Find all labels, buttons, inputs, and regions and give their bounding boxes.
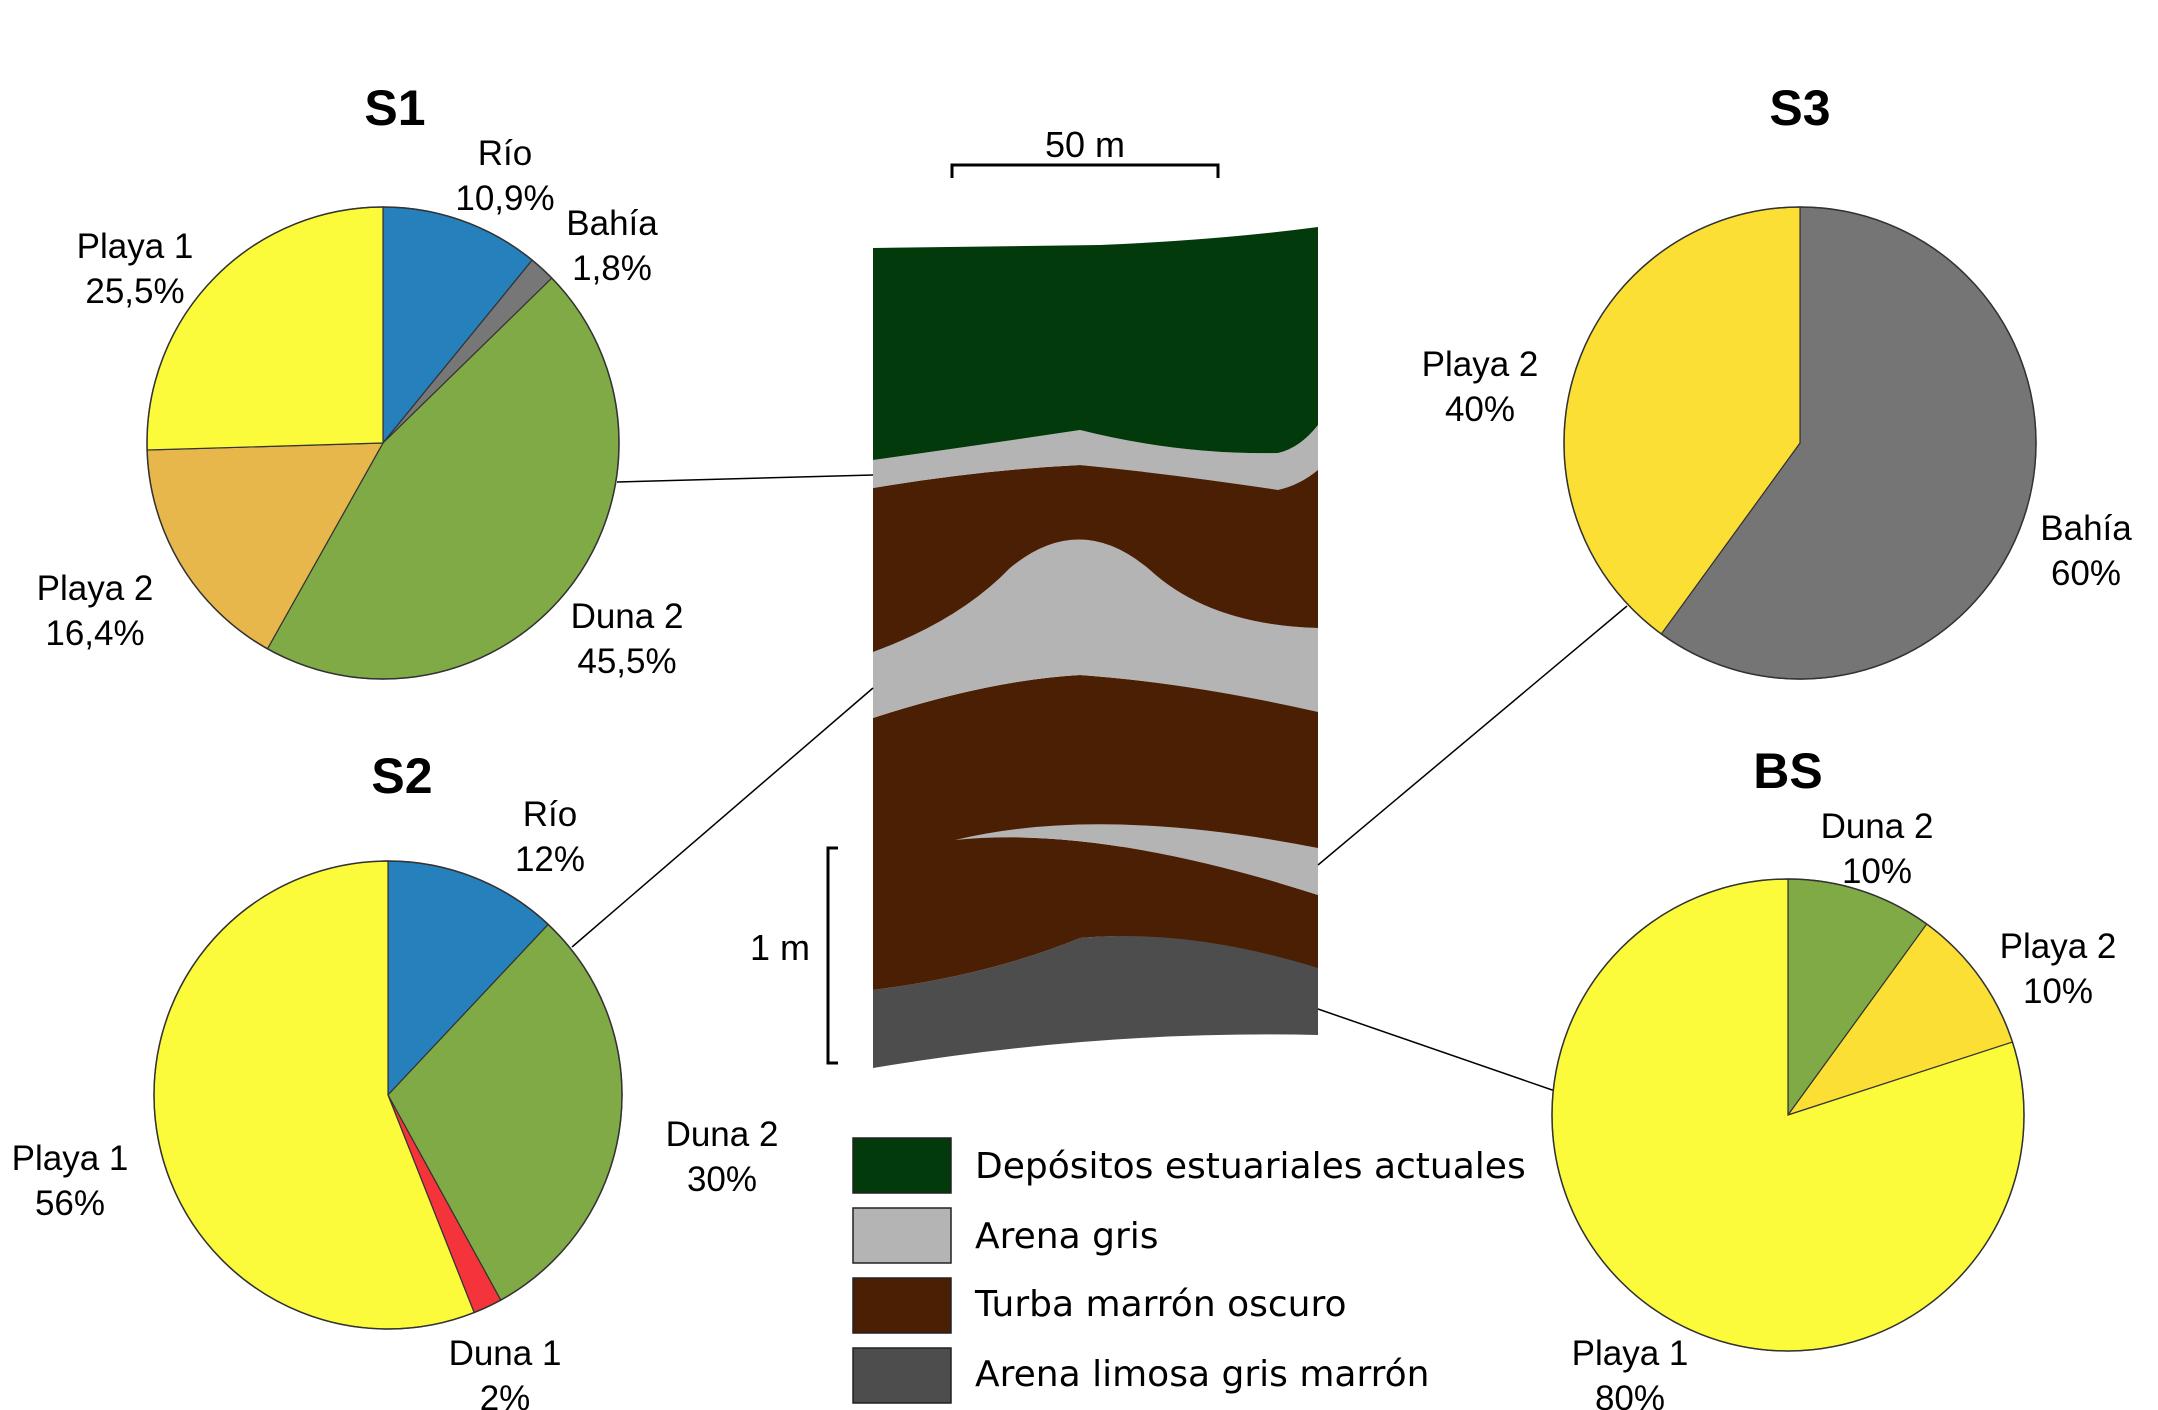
layer-turba-upper [873,465,1318,652]
pie-label: Playa 1 56% [12,1139,129,1223]
pie-chart-s3: S3 Bahía 60% Playa 2 40% [1422,80,2132,680]
legend-swatch-arena-gris [852,1207,952,1264]
pie-chart-bs: BS Duna 2 10% Playa 2 10% Playa 1 80% [1551,743,2117,1410]
pie-title: S2 [371,748,432,804]
legend-label-turba: Turba marrón oscuro [974,1284,1347,1325]
legend: Depósitos estuariales actuales Arena gri… [852,1137,1526,1404]
vertical-scale-bar: 1 m [750,846,838,1065]
layer-arena-gris-lens-lower [955,824,1318,895]
horizontal-scale-label: 50 m [1045,124,1125,165]
pie-chart-s2: S2 Río 12% Duna 2 30% Duna 1 2% Playa 1 56% [12,748,779,1410]
pie-label: Playa 1 80% [1572,1334,1689,1410]
pie-chart-s1: S1 Río 10,9%Bahía 1,8% Duna 2 45,5% Playa 2 16,… [37,80,684,681]
pie-label: Duna 2 30% [666,1115,779,1199]
stratigraphic-section [873,227,1318,1068]
pie-label: Playa 2 40% [1422,345,1539,429]
connector-s2 [571,687,874,948]
connector-bs [1317,1008,1559,1093]
vertical-scale-label: 1 m [750,927,810,968]
pie-outline [146,206,620,680]
legend-label-depositos: Depósitos estuariales actuales [975,1146,1526,1187]
layer-arena-limosa [873,935,1318,1068]
pie-label: Playa 2 10% [2000,927,2117,1011]
layer-arena-gris-upper [873,425,1318,490]
legend-swatch-turba [852,1277,952,1334]
legend-label-arena-gris: Arena gris [975,1216,1159,1257]
pie-label: Río 10,9% [455,134,554,218]
pie-outline [1551,878,2025,1352]
connector-lines [571,474,1628,1093]
pie-label: Duna 2 10% [1821,807,1934,891]
pie-label: Playa 2 16,4% [37,569,154,653]
connector-s3 [1317,605,1628,866]
pie-label: Río 12% [515,795,585,879]
pie-title: S1 [364,80,425,136]
pie-label: Duna 2 45,5% [571,597,684,681]
pie-title: S3 [1769,80,1830,136]
layer-arena-gris-middle [873,539,1318,718]
pie-outline [153,860,623,1330]
pie-label: Duna 1 2% [449,1334,562,1410]
pie-label: Bahía 1,8% [566,204,658,288]
pie-label: Bahía 60% [2040,509,2132,593]
legend-label-arena-limosa: Arena limosa gris marrón [975,1354,1429,1395]
pie-outline [1563,206,2037,680]
pie-charts: S1 Río 10,9%Bahía 1,8% Duna 2 45,5% Playa 2 16,… [12,80,2133,1410]
horizontal-scale-bar: 50 m [950,124,1220,178]
pie-title: BS [1753,743,1822,799]
legend-swatch-depositos [852,1137,952,1194]
legend-swatch-arena-limosa [852,1347,952,1404]
connector-s1 [616,474,874,483]
layer-depositos-estuariales [873,227,1318,460]
pie-label: Playa 1 25,5% [77,227,194,311]
